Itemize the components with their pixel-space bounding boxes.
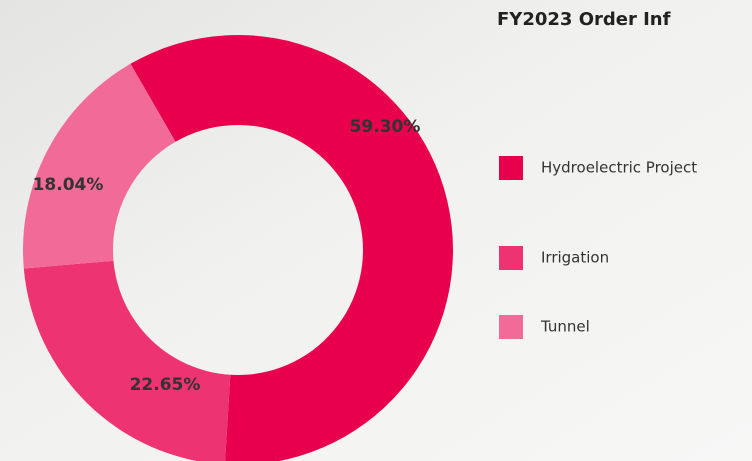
data-label: 22.65% bbox=[130, 375, 201, 395]
legend-label: Irrigation bbox=[541, 249, 609, 267]
donut-slice bbox=[23, 260, 231, 461]
legend-swatch bbox=[499, 246, 523, 270]
data-label: 59.30% bbox=[350, 117, 421, 137]
legend-swatch bbox=[499, 156, 523, 180]
donut-slice bbox=[130, 35, 453, 461]
legend-label: Hydroelectric Project bbox=[541, 159, 697, 177]
legend-swatch bbox=[499, 315, 523, 339]
data-label: 18.04% bbox=[33, 175, 104, 195]
chart-title: FY2023 Order Inf bbox=[497, 9, 671, 30]
legend-label: Tunnel bbox=[540, 318, 590, 336]
donut-slice bbox=[23, 63, 176, 269]
